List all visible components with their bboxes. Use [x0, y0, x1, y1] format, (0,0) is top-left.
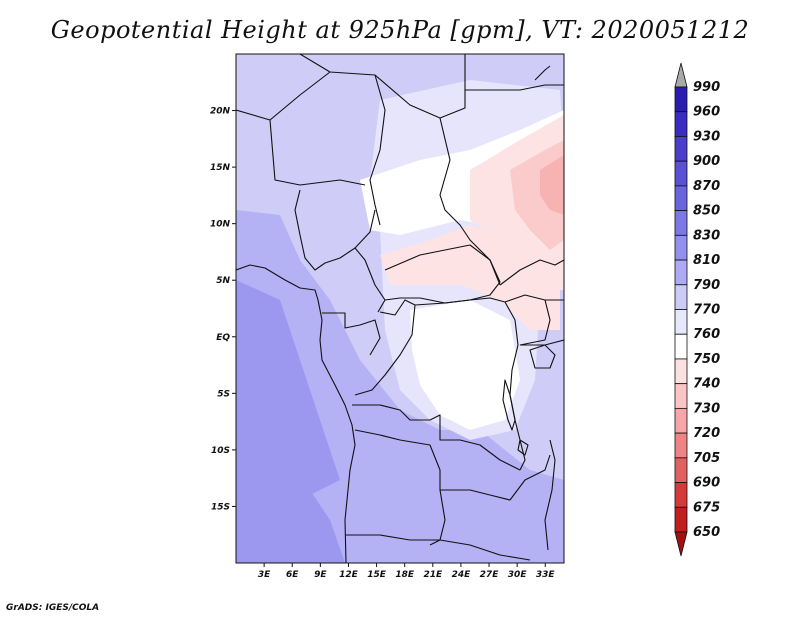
lat-tick-label: 15S — [211, 502, 230, 512]
border-sudan-egypt — [465, 84, 564, 91]
lon-tick-label: 24E — [452, 570, 472, 580]
lat-tick-label: 5N — [216, 276, 230, 286]
colorbar-box — [674, 160, 688, 187]
colorbar-label: 675 — [693, 500, 720, 515]
colorbar-label: 650 — [693, 525, 720, 540]
colorbar-box — [674, 259, 688, 286]
lat-tick-label: 10N — [210, 220, 231, 230]
lon-tick-label: 18E — [395, 570, 415, 580]
colorbar-label: 690 — [693, 476, 720, 491]
border-uganda — [504, 294, 551, 346]
colorbar-box — [674, 185, 688, 212]
colorbar-bottom-arrow — [674, 531, 688, 557]
colorbar-label: 830 — [693, 228, 720, 243]
lon-tick-label: 3E — [258, 570, 271, 580]
lat-axis: 20N 15N 10N 5N EQ 5S 10S 15S — [210, 107, 236, 512]
colorbar-box — [674, 309, 688, 335]
red-sea — [534, 65, 551, 81]
lon-tick-label: 30E — [508, 570, 528, 580]
colorbar-top-arrow — [674, 62, 688, 88]
lon-tick-label: 15E — [367, 570, 387, 580]
colorbar-box — [674, 358, 688, 385]
lon-tick-label: 21E — [423, 570, 443, 580]
colorbar-label: 850 — [693, 204, 720, 219]
colorbar-box — [674, 136, 688, 162]
field-770-north — [236, 54, 330, 190]
colorbar-box — [674, 407, 688, 434]
lat-tick-label: 20N — [210, 107, 231, 117]
lon-tick-label: 12E — [339, 570, 359, 580]
colorbar-label: 930 — [693, 129, 720, 144]
colorbar-label: 720 — [693, 426, 720, 441]
colorbar-box — [674, 111, 688, 137]
border-cameroon — [354, 247, 386, 313]
field-750 — [410, 300, 520, 430]
colorbar-box — [674, 284, 688, 310]
colorbar-box — [674, 432, 688, 459]
colorbar-box — [674, 457, 688, 483]
lat-tick-label: 15N — [210, 163, 231, 173]
border-gabon — [322, 312, 381, 356]
border-drc-south — [352, 404, 521, 471]
colorbar: 990 960 930 900 870 850 830 810 790 770 760 750 740 7… — [674, 62, 720, 557]
field-810-west — [236, 280, 340, 500]
colorbar-label: 705 — [693, 451, 720, 466]
lake-tanganyika — [502, 379, 516, 431]
country-borders — [236, 54, 564, 563]
lon-axis: 3E 6E 9E 12E 15E 18E 21E 24E 27E 30E 33E — [258, 563, 556, 580]
border-congo — [354, 299, 416, 396]
colorbar-label: 790 — [693, 278, 720, 293]
colorbar-label: 900 — [693, 154, 720, 169]
colorbar-box — [674, 86, 688, 113]
colorbar-box — [674, 506, 688, 533]
colorbar-label: 870 — [693, 179, 720, 194]
colorbar-box — [674, 234, 688, 261]
colorbar-label: 810 — [693, 253, 720, 268]
map-frame — [235, 53, 565, 564]
border-drc-north — [414, 297, 506, 306]
border-zambia — [440, 454, 551, 501]
colorbar-box — [674, 333, 688, 360]
border-car — [384, 244, 501, 304]
field-720 — [540, 155, 564, 215]
border-namibia — [346, 534, 531, 561]
lat-tick-label: EQ — [216, 333, 230, 343]
height-field — [236, 54, 564, 563]
colorbar-label: 960 — [693, 105, 720, 120]
border-north-3 — [269, 119, 366, 186]
lat-tick-label: 10S — [211, 446, 230, 456]
colorbar-label: 990 — [693, 80, 720, 95]
lake-victoria — [529, 344, 556, 369]
colorbar-label: 770 — [693, 303, 720, 318]
border-lake-nyasa — [544, 439, 556, 551]
lon-tick-label: 27E — [480, 570, 500, 580]
lon-tick-label: 9E — [314, 570, 327, 580]
colorbar-label: 750 — [693, 352, 720, 367]
colorbar-label: 730 — [693, 401, 720, 416]
lake-mweru — [517, 439, 529, 456]
grads-credit: GrADS: IGES/COLA — [6, 603, 100, 613]
colorbar-label: 760 — [693, 327, 720, 342]
lon-tick-label: 33E — [536, 570, 556, 580]
colorbar-box — [674, 383, 688, 409]
border-north-4 — [369, 74, 386, 226]
border-angola — [354, 429, 446, 546]
border-north-2 — [236, 71, 331, 121]
colorbar-label: 740 — [693, 377, 720, 392]
map-title: Geopotential Height at 925hPa [gpm], VT:… — [50, 16, 750, 44]
colorbar-box — [674, 210, 688, 236]
colorbar-box — [674, 482, 688, 508]
border-chad-sudan — [439, 117, 501, 286]
lon-tick-label: 6E — [286, 570, 299, 580]
coastline-west — [236, 264, 356, 563]
border-nigeria — [294, 189, 376, 271]
lat-tick-label: 5S — [217, 389, 230, 399]
border-ethiopia — [499, 259, 564, 286]
